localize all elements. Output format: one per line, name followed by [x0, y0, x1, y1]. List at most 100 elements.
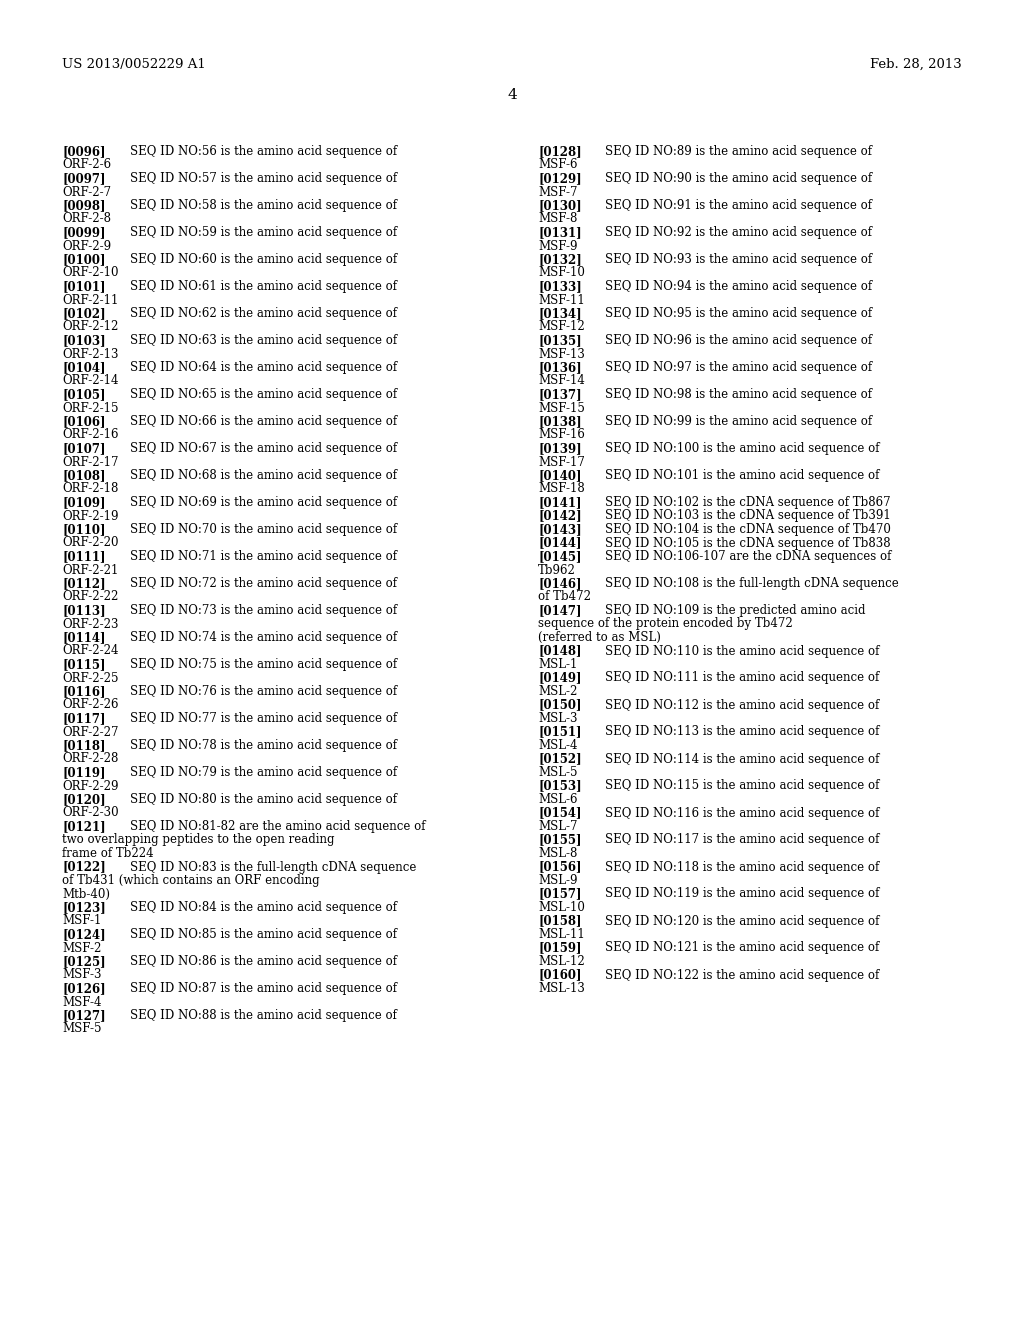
Text: [0109]: [0109] — [62, 496, 105, 510]
Text: ORF-2-8: ORF-2-8 — [62, 213, 111, 226]
Text: MSF-8: MSF-8 — [538, 213, 578, 226]
Text: SEQ ID NO:72 is the amino acid sequence of: SEQ ID NO:72 is the amino acid sequence … — [130, 577, 397, 590]
Text: SEQ ID NO:83 is the full-length cDNA sequence: SEQ ID NO:83 is the full-length cDNA seq… — [130, 861, 417, 874]
Text: SEQ ID NO:75 is the amino acid sequence of: SEQ ID NO:75 is the amino acid sequence … — [130, 657, 397, 671]
Text: MSF-1: MSF-1 — [62, 915, 101, 928]
Text: ORF-2-7: ORF-2-7 — [62, 186, 112, 198]
Text: [0115]: [0115] — [62, 657, 105, 671]
Text: [0149]: [0149] — [538, 672, 582, 685]
Text: SEQ ID NO:104 is the cDNA sequence of Tb470: SEQ ID NO:104 is the cDNA sequence of Tb… — [605, 523, 891, 536]
Text: [0133]: [0133] — [538, 280, 582, 293]
Text: ORF-2-28: ORF-2-28 — [62, 752, 119, 766]
Text: ORF-2-16: ORF-2-16 — [62, 429, 119, 441]
Text: ORF-2-25: ORF-2-25 — [62, 672, 119, 685]
Text: [0150]: [0150] — [538, 698, 582, 711]
Text: 4: 4 — [507, 88, 517, 102]
Text: Feb. 28, 2013: Feb. 28, 2013 — [870, 58, 962, 71]
Text: MSF-10: MSF-10 — [538, 267, 585, 280]
Text: SEQ ID NO:64 is the amino acid sequence of: SEQ ID NO:64 is the amino acid sequence … — [130, 360, 397, 374]
Text: [0148]: [0148] — [538, 644, 582, 657]
Text: SEQ ID NO:120 is the amino acid sequence of: SEQ ID NO:120 is the amino acid sequence… — [605, 915, 880, 928]
Text: [0134]: [0134] — [538, 308, 582, 319]
Text: [0155]: [0155] — [538, 833, 582, 846]
Text: [0100]: [0100] — [62, 253, 105, 267]
Text: ORF-2-14: ORF-2-14 — [62, 375, 119, 388]
Text: ORF-2-15: ORF-2-15 — [62, 401, 119, 414]
Text: [0140]: [0140] — [538, 469, 582, 482]
Text: MSL-12: MSL-12 — [538, 954, 585, 968]
Text: [0139]: [0139] — [538, 442, 582, 455]
Text: [0098]: [0098] — [62, 199, 105, 213]
Text: SEQ ID NO:109 is the predicted amino acid: SEQ ID NO:109 is the predicted amino aci… — [605, 605, 865, 616]
Text: SEQ ID NO:66 is the amino acid sequence of: SEQ ID NO:66 is the amino acid sequence … — [130, 414, 397, 428]
Text: SEQ ID NO:113 is the amino acid sequence of: SEQ ID NO:113 is the amino acid sequence… — [605, 726, 880, 738]
Text: [0152]: [0152] — [538, 752, 582, 766]
Text: SEQ ID NO:80 is the amino acid sequence of: SEQ ID NO:80 is the amino acid sequence … — [130, 793, 397, 807]
Text: ORF-2-13: ORF-2-13 — [62, 347, 119, 360]
Text: [0128]: [0128] — [538, 145, 582, 158]
Text: SEQ ID NO:111 is the amino acid sequence of: SEQ ID NO:111 is the amino acid sequence… — [605, 672, 880, 685]
Text: SEQ ID NO:117 is the amino acid sequence of: SEQ ID NO:117 is the amino acid sequence… — [605, 833, 880, 846]
Text: MSL-2: MSL-2 — [538, 685, 578, 698]
Text: of Tb431 (which contains an ORF encoding: of Tb431 (which contains an ORF encoding — [62, 874, 319, 887]
Text: ORF-2-24: ORF-2-24 — [62, 644, 119, 657]
Text: SEQ ID NO:59 is the amino acid sequence of: SEQ ID NO:59 is the amino acid sequence … — [130, 226, 397, 239]
Text: [0153]: [0153] — [538, 780, 582, 792]
Text: SEQ ID NO:87 is the amino acid sequence of: SEQ ID NO:87 is the amino acid sequence … — [130, 982, 397, 995]
Text: MSF-5: MSF-5 — [62, 1023, 101, 1035]
Text: SEQ ID NO:96 is the amino acid sequence of: SEQ ID NO:96 is the amino acid sequence … — [605, 334, 872, 347]
Text: [0108]: [0108] — [62, 469, 105, 482]
Text: [0120]: [0120] — [62, 793, 105, 807]
Text: MSL-13: MSL-13 — [538, 982, 585, 995]
Text: ORF-2-12: ORF-2-12 — [62, 321, 119, 334]
Text: SEQ ID NO:121 is the amino acid sequence of: SEQ ID NO:121 is the amino acid sequence… — [605, 941, 880, 954]
Text: [0122]: [0122] — [62, 861, 105, 874]
Text: SEQ ID NO:116 is the amino acid sequence of: SEQ ID NO:116 is the amino acid sequence… — [605, 807, 880, 820]
Text: sequence of the protein encoded by Tb472: sequence of the protein encoded by Tb472 — [538, 618, 793, 631]
Text: [0157]: [0157] — [538, 887, 582, 900]
Text: [0158]: [0158] — [538, 915, 582, 928]
Text: [0154]: [0154] — [538, 807, 582, 820]
Text: [0127]: [0127] — [62, 1008, 105, 1022]
Text: MSF-9: MSF-9 — [538, 239, 578, 252]
Text: ORF-2-21: ORF-2-21 — [62, 564, 119, 577]
Text: SEQ ID NO:102 is the cDNA sequence of Tb867: SEQ ID NO:102 is the cDNA sequence of Tb… — [605, 496, 891, 510]
Text: Mtb-40): Mtb-40) — [62, 887, 110, 900]
Text: [0145]: [0145] — [538, 550, 582, 564]
Text: SEQ ID NO:60 is the amino acid sequence of: SEQ ID NO:60 is the amino acid sequence … — [130, 253, 397, 267]
Text: [0116]: [0116] — [62, 685, 105, 698]
Text: SEQ ID NO:81-82 are the amino acid sequence of: SEQ ID NO:81-82 are the amino acid seque… — [130, 820, 426, 833]
Text: SEQ ID NO:97 is the amino acid sequence of: SEQ ID NO:97 is the amino acid sequence … — [605, 360, 872, 374]
Text: MSL-5: MSL-5 — [538, 766, 578, 779]
Text: [0118]: [0118] — [62, 739, 105, 752]
Text: SEQ ID NO:79 is the amino acid sequence of: SEQ ID NO:79 is the amino acid sequence … — [130, 766, 397, 779]
Text: [0099]: [0099] — [62, 226, 105, 239]
Text: SEQ ID NO:84 is the amino acid sequence of: SEQ ID NO:84 is the amino acid sequence … — [130, 902, 397, 913]
Text: SEQ ID NO:76 is the amino acid sequence of: SEQ ID NO:76 is the amino acid sequence … — [130, 685, 397, 698]
Text: [0101]: [0101] — [62, 280, 105, 293]
Text: [0147]: [0147] — [538, 605, 582, 616]
Text: SEQ ID NO:69 is the amino acid sequence of: SEQ ID NO:69 is the amino acid sequence … — [130, 496, 397, 510]
Text: SEQ ID NO:108 is the full-length cDNA sequence: SEQ ID NO:108 is the full-length cDNA se… — [605, 577, 899, 590]
Text: [0129]: [0129] — [538, 172, 582, 185]
Text: MSF-18: MSF-18 — [538, 483, 585, 495]
Text: [0125]: [0125] — [62, 954, 105, 968]
Text: SEQ ID NO:88 is the amino acid sequence of: SEQ ID NO:88 is the amino acid sequence … — [130, 1008, 397, 1022]
Text: SEQ ID NO:93 is the amino acid sequence of: SEQ ID NO:93 is the amino acid sequence … — [605, 253, 872, 267]
Text: MSL-3: MSL-3 — [538, 711, 578, 725]
Text: SEQ ID NO:65 is the amino acid sequence of: SEQ ID NO:65 is the amino acid sequence … — [130, 388, 397, 401]
Text: ORF-2-10: ORF-2-10 — [62, 267, 119, 280]
Text: [0123]: [0123] — [62, 902, 105, 913]
Text: of Tb472: of Tb472 — [538, 590, 591, 603]
Text: SEQ ID NO:99 is the amino acid sequence of: SEQ ID NO:99 is the amino acid sequence … — [605, 414, 872, 428]
Text: [0151]: [0151] — [538, 726, 582, 738]
Text: [0117]: [0117] — [62, 711, 105, 725]
Text: SEQ ID NO:63 is the amino acid sequence of: SEQ ID NO:63 is the amino acid sequence … — [130, 334, 397, 347]
Text: [0105]: [0105] — [62, 388, 105, 401]
Text: [0097]: [0097] — [62, 172, 105, 185]
Text: [0159]: [0159] — [538, 941, 582, 954]
Text: SEQ ID NO:118 is the amino acid sequence of: SEQ ID NO:118 is the amino acid sequence… — [605, 861, 880, 874]
Text: MSF-13: MSF-13 — [538, 347, 585, 360]
Text: [0110]: [0110] — [62, 523, 105, 536]
Text: [0135]: [0135] — [538, 334, 582, 347]
